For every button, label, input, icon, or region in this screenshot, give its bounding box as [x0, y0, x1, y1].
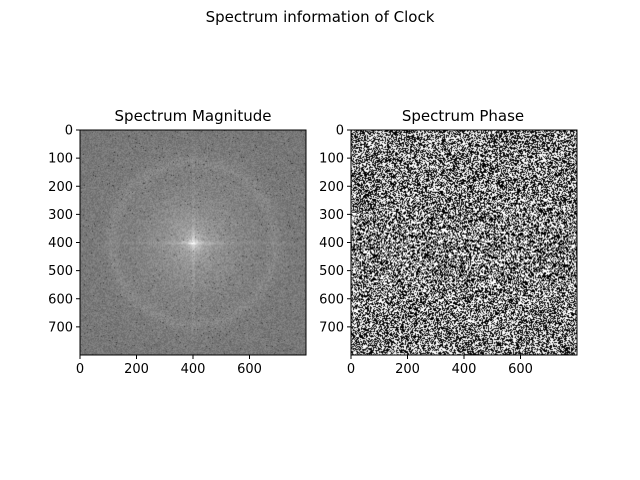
ytick-label: 300 — [48, 208, 73, 223]
xtick-label: 0 — [347, 362, 355, 377]
xtick-label: 200 — [124, 362, 149, 377]
axes-magnitude: Spectrum Magnitude 0 200 400 600 0 100 200 300 4… — [48, 107, 307, 378]
magnitude-title: Spectrum Magnitude — [115, 107, 272, 125]
ytick-label: 500 — [48, 264, 73, 279]
ytick-label: 600 — [48, 292, 73, 307]
magnitude-image — [80, 130, 306, 355]
ytick-label: 700 — [319, 320, 344, 335]
xtick-label: 0 — [76, 362, 84, 377]
ytick-label: 100 — [48, 152, 73, 167]
axes-phase: Spectrum Phase 0 200 400 600 0 100 200 300 400 50… — [319, 107, 578, 378]
phase-title: Spectrum Phase — [402, 107, 524, 125]
ytick-label: 500 — [319, 264, 344, 279]
ytick-label: 300 — [319, 208, 344, 223]
ytick-label: 100 — [319, 152, 344, 167]
figure-suptitle: Spectrum information of Clock — [206, 8, 435, 26]
ytick-label: 400 — [48, 236, 73, 251]
ytick-label: 0 — [65, 124, 73, 139]
ytick-label: 0 — [336, 124, 344, 139]
ytick-label: 200 — [319, 180, 344, 195]
phase-image — [351, 130, 577, 355]
xtick-label: 200 — [395, 362, 420, 377]
ytick-label: 700 — [48, 320, 73, 335]
xtick-label: 400 — [452, 362, 477, 377]
magnitude-ticks: 0 200 400 600 0 100 200 300 400 500 600 700 — [48, 124, 262, 378]
xtick-label: 600 — [237, 362, 262, 377]
xtick-label: 600 — [508, 362, 533, 377]
ytick-label: 600 — [319, 292, 344, 307]
ytick-label: 200 — [48, 180, 73, 195]
xtick-label: 400 — [181, 362, 206, 377]
phase-ticks: 0 200 400 600 0 100 200 300 400 500 600 700 — [319, 124, 533, 378]
ytick-label: 400 — [319, 236, 344, 251]
